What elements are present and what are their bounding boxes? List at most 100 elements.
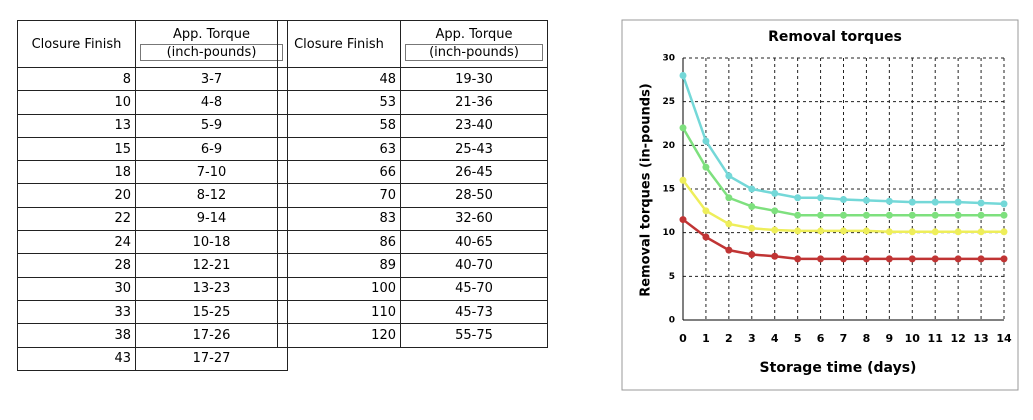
app-torque: 28-50 (400, 183, 548, 208)
closure-finish: 8 (17, 66, 136, 92)
point (817, 211, 825, 219)
point (748, 202, 756, 210)
closure-finish: 100 (277, 276, 401, 301)
point (771, 189, 779, 197)
app-torque: 40-65 (400, 230, 548, 255)
point (771, 252, 779, 260)
x-tick-label: 1 (702, 332, 710, 345)
app-torque: 8-12 (135, 183, 288, 208)
point (931, 255, 939, 263)
header-cell: Closure Finish (17, 20, 136, 68)
x-tick-label: 7 (840, 332, 848, 345)
app-torque: 3-7 (135, 66, 288, 92)
point (794, 211, 802, 219)
closure-finish: 70 (277, 183, 401, 208)
point (679, 176, 687, 184)
x-tick-label: 8 (863, 332, 871, 345)
point (702, 137, 710, 145)
app-torque: 12-21 (135, 253, 288, 278)
x-tick-label: 5 (794, 332, 802, 345)
y-axis-label: Removal torques (in-pounds) (639, 83, 654, 297)
closure-finish: 24 (17, 230, 136, 255)
point (794, 227, 802, 235)
point (1000, 228, 1008, 236)
point (954, 228, 962, 236)
point (885, 197, 893, 205)
point (840, 211, 847, 219)
x-tick-label: 4 (771, 332, 779, 345)
app-torque: 6-9 (135, 136, 288, 162)
table-row: 120 55-75 (277, 323, 548, 348)
app-torque: 13-23 (135, 276, 288, 301)
point (1000, 255, 1008, 263)
point (1000, 200, 1008, 208)
torque-table-right: Closure Finish App. Torque (inch-pounds) 48… (277, 20, 548, 348)
point (908, 255, 916, 263)
chart-frame (621, 19, 1019, 391)
point (908, 211, 916, 219)
point (679, 216, 687, 224)
point (817, 194, 825, 202)
point (954, 211, 962, 219)
point (840, 227, 847, 235)
table-row: 70 28-50 (277, 183, 548, 208)
point (725, 194, 733, 202)
x-tick-label: 6 (817, 332, 825, 345)
closure-finish: 83 (277, 206, 401, 232)
point (862, 255, 870, 263)
header-cell: Closure Finish (277, 20, 401, 68)
table-row: 86 40-65 (277, 230, 548, 255)
app-torque: 26-45 (400, 160, 548, 185)
y-tick-label: 10 (662, 228, 675, 238)
header-text: App. Torque (173, 27, 250, 42)
point (908, 198, 916, 206)
chart-title: Removal torques (768, 29, 902, 45)
header-text: App. Torque (435, 27, 513, 42)
header-row: Closure Finish App. Torque (inch-pounds) (277, 20, 548, 68)
y-tick-label: 30 (662, 54, 675, 64)
point (702, 233, 710, 241)
point (862, 227, 870, 235)
point (748, 185, 756, 193)
point (725, 172, 733, 180)
point (862, 196, 870, 204)
header-unit: (inch-pounds) (405, 44, 543, 61)
point (954, 198, 962, 206)
table-row: 63 25-43 (277, 136, 548, 162)
closure-finish: 43 (17, 346, 136, 371)
closure-finish: 38 (17, 323, 136, 348)
closure-finish: 18 (17, 160, 136, 185)
y-tick-label: 0 (669, 316, 675, 326)
y-tick-label: 20 (662, 141, 675, 151)
app-torque: 9-14 (135, 206, 288, 232)
app-torque: 21-36 (400, 90, 548, 115)
point (702, 163, 710, 171)
point (977, 199, 985, 207)
point (885, 211, 893, 219)
torque-table-left: Closure Finish App. Torque (inch-pounds) 8 3… (17, 20, 288, 371)
table-row: 18 7-10 (17, 160, 288, 185)
point (931, 228, 939, 236)
point (725, 246, 733, 254)
table-row: 28 12-21 (17, 253, 288, 278)
point (1000, 211, 1008, 219)
point (840, 255, 847, 263)
point (679, 124, 687, 132)
closure-finish: 120 (277, 323, 401, 348)
x-tick-label: 11 (928, 332, 943, 345)
x-tick-label: 9 (886, 332, 894, 345)
point (702, 207, 710, 215)
point (977, 255, 985, 263)
point (771, 207, 779, 215)
y-tick-label: 15 (662, 185, 675, 195)
point (817, 255, 825, 263)
table-row: 83 32-60 (277, 206, 548, 232)
x-tick-label: 12 (950, 332, 965, 345)
x-tick-label: 3 (748, 332, 756, 345)
y-tick-label: 25 (662, 97, 675, 107)
x-axis-label: Storage time (days) (760, 360, 917, 376)
table-row: 66 26-45 (277, 160, 548, 185)
point (931, 211, 939, 219)
point (817, 227, 825, 235)
